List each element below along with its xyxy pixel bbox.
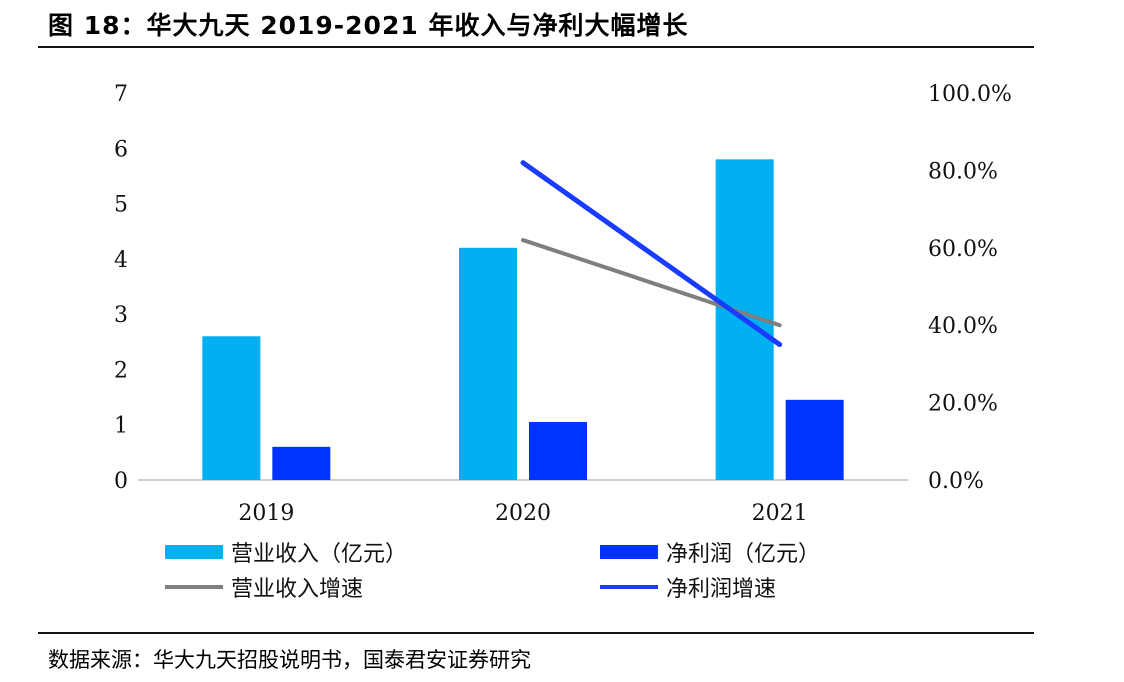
y-left-tick-label: 2 [114,358,128,383]
line-net-profit-growth [520,160,783,348]
x-axis-ticks: 2019 2020 2021 [238,501,807,526]
legend-revenue-growth: 营业收入增速 [165,577,363,602]
bar-net-profit [785,399,844,480]
line-revenue-growth [521,238,782,328]
y-right-tick-label: 80.0% [928,159,998,184]
y-left-tick-label: 1 [114,414,128,439]
legend-label: 净利润（亿元） [666,542,820,567]
bar-revenue [459,247,517,480]
legend-swatch [600,545,658,559]
y-right-tick-label: 40.0% [928,314,998,339]
bars [202,159,844,481]
legend-swatch [165,545,223,559]
lines [520,160,783,348]
y-left-tick-label: 6 [114,137,128,162]
y-axis-left: 0 1 2 3 4 5 6 7 [114,82,128,494]
y-right-tick-label: 100.0% [928,82,1012,107]
x-tick-label: 2019 [238,501,294,526]
legend-label: 净利润增速 [666,577,776,602]
bar-revenue [202,336,261,480]
y-left-tick-label: 3 [114,303,128,328]
source-note: 数据来源：华大九天招股说明书，国泰君安证券研究 [48,648,531,672]
y-right-tick-label: 0.0% [928,469,984,494]
y-left-tick-label: 7 [114,82,128,107]
y-left-tick-label: 5 [114,193,128,218]
legend-label: 营业收入（亿元） [231,542,407,567]
y-right-tick-label: 20.0% [928,392,998,417]
top-rule [38,46,1034,48]
legend: 营业收入（亿元） 净利润（亿元） 营业收入增速 净利润增速 [165,542,820,602]
bar-net-profit [529,421,587,480]
legend-net-profit-growth: 净利润增速 [600,577,776,602]
legend-label: 营业收入增速 [231,577,363,602]
x-tick-label: 2020 [495,501,551,526]
y-right-tick-label: 60.0% [928,237,998,262]
legend-net-profit: 净利润（亿元） [600,542,820,567]
figure-title: 图 18：华大九天 2019-2021 年收入与净利大幅增长 [48,11,689,40]
legend-revenue: 营业收入（亿元） [165,542,407,567]
y-left-tick-label: 4 [114,248,128,273]
bottom-rule [38,632,1034,634]
y-axis-right: 0.0% 20.0% 40.0% 60.0% 80.0% 100.0% [928,82,1012,494]
x-tick-label: 2021 [752,501,808,526]
bar-net-profit [272,446,331,480]
y-left-tick-label: 0 [114,469,128,494]
